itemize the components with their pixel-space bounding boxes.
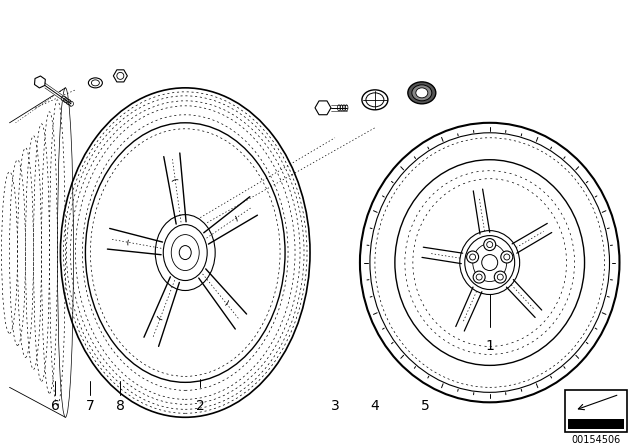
Text: 5: 5: [420, 399, 429, 414]
Ellipse shape: [473, 271, 485, 283]
Ellipse shape: [484, 239, 496, 250]
Ellipse shape: [88, 78, 102, 88]
Ellipse shape: [494, 271, 506, 283]
Ellipse shape: [408, 82, 436, 104]
Ellipse shape: [416, 88, 428, 98]
Ellipse shape: [362, 90, 388, 110]
Ellipse shape: [412, 85, 432, 101]
Ellipse shape: [467, 251, 479, 263]
Ellipse shape: [179, 246, 191, 259]
Ellipse shape: [482, 254, 498, 271]
Text: 2: 2: [196, 399, 205, 414]
Text: 6: 6: [51, 399, 60, 414]
Text: 4: 4: [371, 399, 380, 414]
Text: 8: 8: [116, 399, 125, 414]
Text: 00154506: 00154506: [571, 435, 620, 445]
Ellipse shape: [501, 251, 513, 263]
Text: 7: 7: [86, 399, 95, 414]
Bar: [564, 390, 627, 432]
Text: 1: 1: [485, 340, 494, 353]
Bar: [568, 419, 625, 429]
Text: 3: 3: [331, 399, 339, 414]
